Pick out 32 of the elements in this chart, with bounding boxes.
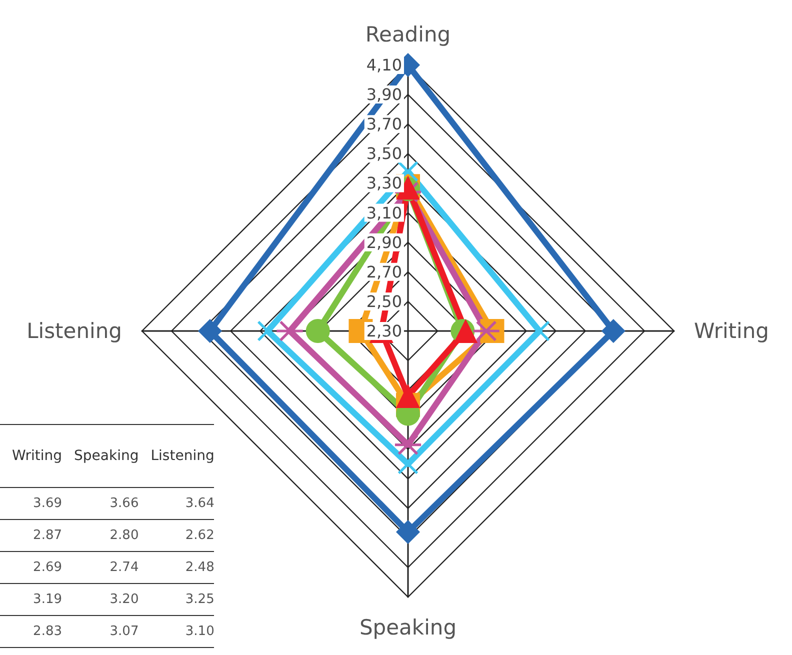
y-tick-label: 2,70 — [366, 262, 402, 282]
text: 2.83 — [33, 624, 62, 639]
y-tick-label: 3,70 — [366, 114, 402, 134]
y-tick-label: 2,90 — [366, 232, 402, 252]
y-tick-label: 4,10 — [366, 56, 402, 74]
text: 3.64 — [185, 496, 214, 511]
text: 2.62 — [185, 528, 214, 543]
spoke-label: Reading — [365, 22, 451, 46]
text: 2.80 — [110, 528, 139, 543]
text: 3.20 — [110, 592, 139, 607]
y-tick-label: 3,50 — [366, 144, 402, 164]
y-tick-label: 3,90 — [366, 85, 402, 104]
spoke-label: Writing — [694, 319, 769, 343]
category-label: Listening — [138, 424, 214, 488]
y-tick-label: 3,10 — [366, 203, 402, 222]
text: 3.69 — [33, 496, 62, 511]
text: 3.66 — [110, 496, 139, 511]
y-tick-label: 2,50 — [366, 292, 402, 311]
category-label: Writing — [0, 424, 62, 488]
text: 3.19 — [33, 592, 62, 607]
text: 2.48 — [185, 560, 214, 575]
text: 3.10 — [185, 624, 214, 639]
spoke-label: Speaking — [359, 616, 457, 640]
text: 3.25 — [185, 592, 214, 607]
text: 3.07 — [110, 624, 139, 639]
text: 2.87 — [33, 528, 62, 543]
spoke-label: Listening — [26, 319, 122, 343]
text: 2.69 — [33, 560, 62, 575]
y-tick-label: 3,30 — [366, 174, 402, 193]
y-tick-label: 2,30 — [366, 322, 402, 340]
text: 2.74 — [110, 560, 139, 575]
category-label: Speaking — [62, 424, 139, 488]
